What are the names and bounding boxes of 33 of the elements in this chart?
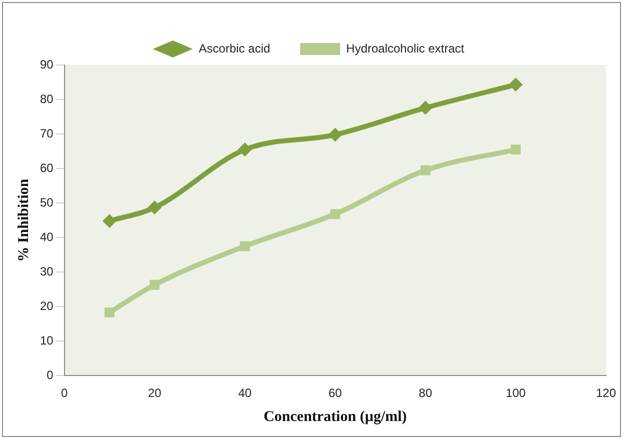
- y-tick-label: 70: [40, 126, 54, 140]
- point: [238, 142, 252, 157]
- x-tick-label: 80: [418, 386, 432, 400]
- point: [418, 100, 432, 115]
- y-tick-label: 60: [40, 160, 54, 175]
- point: [420, 165, 430, 176]
- legend-label: Hydroalcoholic extract: [346, 41, 465, 56]
- y-tick-label: 80: [40, 92, 54, 106]
- point: [510, 144, 521, 154]
- point: [240, 241, 250, 252]
- x-tick-label: 0: [61, 386, 68, 400]
- y-tick-label: 10: [40, 333, 54, 348]
- point: [104, 307, 114, 318]
- point: [150, 280, 160, 290]
- y-tick-label: 50: [40, 195, 54, 210]
- x-tick-label: 20: [148, 386, 162, 400]
- y-tick-label: 40: [40, 230, 54, 244]
- y-tick-label: 0: [46, 368, 54, 382]
- x-tick-label: 100: [506, 386, 526, 400]
- x-axis-title: Concentration (µg/ml): [264, 408, 407, 425]
- point: [148, 200, 162, 215]
- x-tick-label: 120: [596, 386, 616, 400]
- y-tick-label: 90: [40, 57, 54, 72]
- point: [330, 209, 340, 220]
- legend-label: Ascorbic acid: [198, 41, 270, 56]
- y-tick-label: 20: [40, 298, 54, 313]
- y-axis-title: % Inhibition: [16, 178, 32, 262]
- point: [102, 214, 116, 228]
- x-tick-label: 60: [328, 386, 342, 400]
- x-tick-label: 40: [238, 386, 252, 400]
- point: [328, 128, 342, 142]
- point: [508, 78, 523, 92]
- y-tick-label: 30: [40, 264, 54, 278]
